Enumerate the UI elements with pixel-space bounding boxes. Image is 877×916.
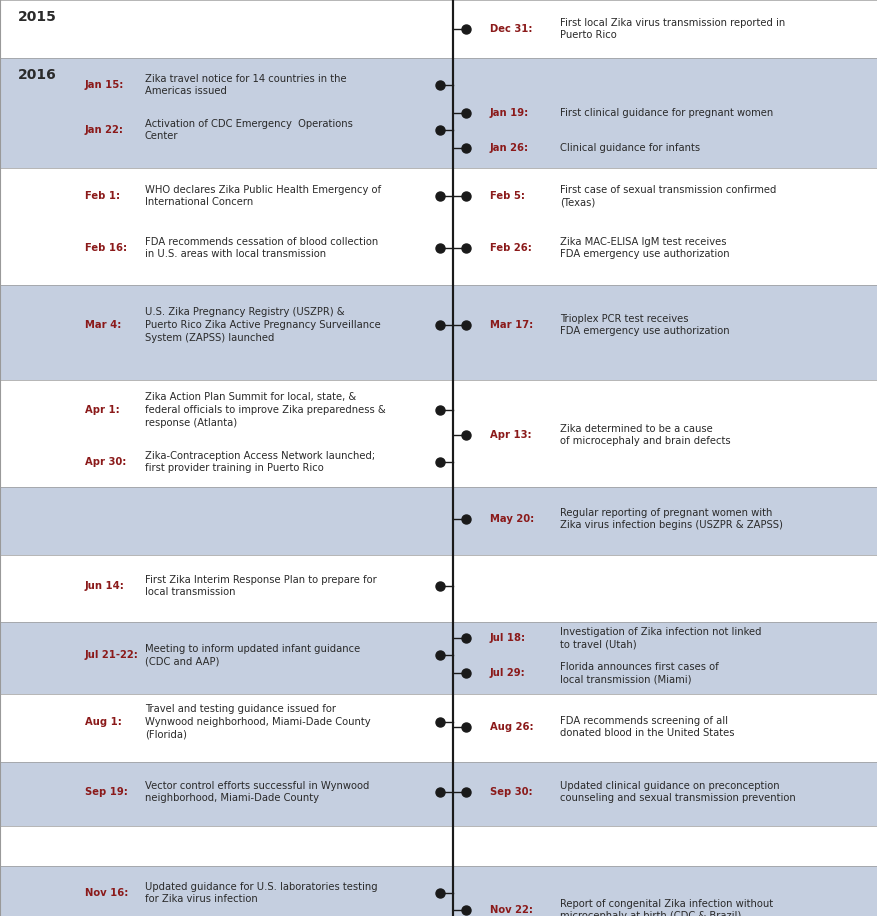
Text: Jan 19:: Jan 19:	[489, 108, 529, 118]
Text: Vector control efforts successful in Wynwood
neighborhood, Miami-Dade County: Vector control efforts successful in Wyn…	[145, 780, 369, 803]
Text: Jun 14:: Jun 14:	[85, 581, 125, 591]
Text: Florida announces first cases of
local transmission (Miami): Florida announces first cases of local t…	[560, 661, 718, 684]
Text: Dec 31:: Dec 31:	[489, 24, 531, 34]
Bar	[0, 58, 877, 168]
Text: Updated clinical guidance on preconception
counseling and sexual transmission pr: Updated clinical guidance on preconcepti…	[560, 780, 795, 803]
Text: Trioplex PCR test receives
FDA emergency use authorization: Trioplex PCR test receives FDA emergency…	[560, 313, 729, 336]
Text: Feb 16:: Feb 16:	[85, 243, 127, 253]
Text: Aug 26:: Aug 26:	[489, 722, 533, 732]
Text: Investigation of Zika infection not linked
to travel (Utah): Investigation of Zika infection not link…	[560, 627, 760, 649]
Text: Sep 19:: Sep 19:	[85, 787, 128, 797]
Text: Report of congenital Zika infection without
microcephaly at birth (CDC & Brazil): Report of congenital Zika infection with…	[560, 899, 773, 916]
Text: Updated guidance for U.S. laboratories testing
for Zika virus infection: Updated guidance for U.S. laboratories t…	[145, 881, 377, 904]
Text: First clinical guidance for pregnant women: First clinical guidance for pregnant wom…	[560, 108, 773, 118]
Text: Zika MAC-ELISA IgM test receives
FDA emergency use authorization: Zika MAC-ELISA IgM test receives FDA eme…	[560, 236, 729, 259]
Text: Jul 29:: Jul 29:	[489, 668, 525, 678]
Text: Zika travel notice for 14 countries in the
Americas issued: Zika travel notice for 14 countries in t…	[145, 73, 346, 96]
Text: Jul 21-22:: Jul 21-22:	[85, 650, 139, 660]
Text: Jan 26:: Jan 26:	[489, 143, 529, 153]
Text: Meeting to inform updated infant guidance
(CDC and AAP): Meeting to inform updated infant guidanc…	[145, 644, 360, 667]
Text: Zika-Contraception Access Network launched;
first provider training in Puerto Ri: Zika-Contraception Access Network launch…	[145, 451, 374, 474]
Bar	[0, 285, 877, 380]
Text: Sep 30:: Sep 30:	[489, 787, 532, 797]
Text: First local Zika virus transmission reported in
Puerto Rico: First local Zika virus transmission repo…	[560, 17, 784, 40]
Text: FDA recommends cessation of blood collection
in U.S. areas with local transmissi: FDA recommends cessation of blood collec…	[145, 236, 378, 259]
Bar	[0, 622, 877, 694]
Text: Nov 16:: Nov 16:	[85, 888, 128, 898]
Text: Apr 13:: Apr 13:	[489, 430, 531, 440]
Text: U.S. Zika Pregnancy Registry (USZPR) &
Puerto Rico Zika Active Pregnancy Surveil: U.S. Zika Pregnancy Registry (USZPR) & P…	[145, 307, 381, 343]
Text: Jul 18:: Jul 18:	[489, 633, 525, 643]
Text: Apr 30:: Apr 30:	[85, 457, 126, 467]
Text: Travel and testing guidance issued for
Wynwood neighborhood, Miami-Dade County
(: Travel and testing guidance issued for W…	[145, 704, 370, 740]
Text: First Zika Interim Response Plan to prepare for
local transmission: First Zika Interim Response Plan to prep…	[145, 574, 376, 597]
Text: Feb 1:: Feb 1:	[85, 191, 120, 201]
Text: 2015: 2015	[18, 10, 57, 24]
Text: Feb 5:: Feb 5:	[489, 191, 524, 201]
Text: Apr 1:: Apr 1:	[85, 405, 119, 415]
Bar	[0, 487, 877, 555]
Text: May 20:: May 20:	[489, 514, 533, 524]
Text: First case of sexual transmission confirmed
(Texas): First case of sexual transmission confir…	[560, 185, 775, 207]
Text: Mar 17:: Mar 17:	[489, 320, 532, 330]
Text: 2016: 2016	[18, 68, 57, 82]
Text: Regular reporting of pregnant women with
Zika virus infection begins (USZPR & ZA: Regular reporting of pregnant women with…	[560, 507, 782, 530]
Text: Mar 4:: Mar 4:	[85, 320, 121, 330]
Text: WHO declares Zika Public Health Emergency of
International Concern: WHO declares Zika Public Health Emergenc…	[145, 185, 381, 207]
Text: Zika Action Plan Summit for local, state, &
federal officials to improve Zika pr: Zika Action Plan Summit for local, state…	[145, 392, 385, 428]
Text: FDA recommends screening of all
donated blood in the United States: FDA recommends screening of all donated …	[560, 715, 734, 738]
Text: Activation of CDC Emergency  Operations
Center: Activation of CDC Emergency Operations C…	[145, 118, 353, 141]
Text: Nov 22:: Nov 22:	[489, 905, 532, 915]
Bar	[0, 762, 877, 826]
Text: Feb 26:: Feb 26:	[489, 243, 531, 253]
Text: Zika determined to be a cause
of microcephaly and brain defects: Zika determined to be a cause of microce…	[560, 423, 730, 446]
Text: Clinical guidance for infants: Clinical guidance for infants	[560, 143, 699, 153]
Bar	[0, 866, 877, 916]
Text: Aug 1:: Aug 1:	[85, 717, 122, 727]
Text: Jan 22:: Jan 22:	[85, 125, 124, 135]
Text: Jan 15:: Jan 15:	[85, 80, 125, 90]
